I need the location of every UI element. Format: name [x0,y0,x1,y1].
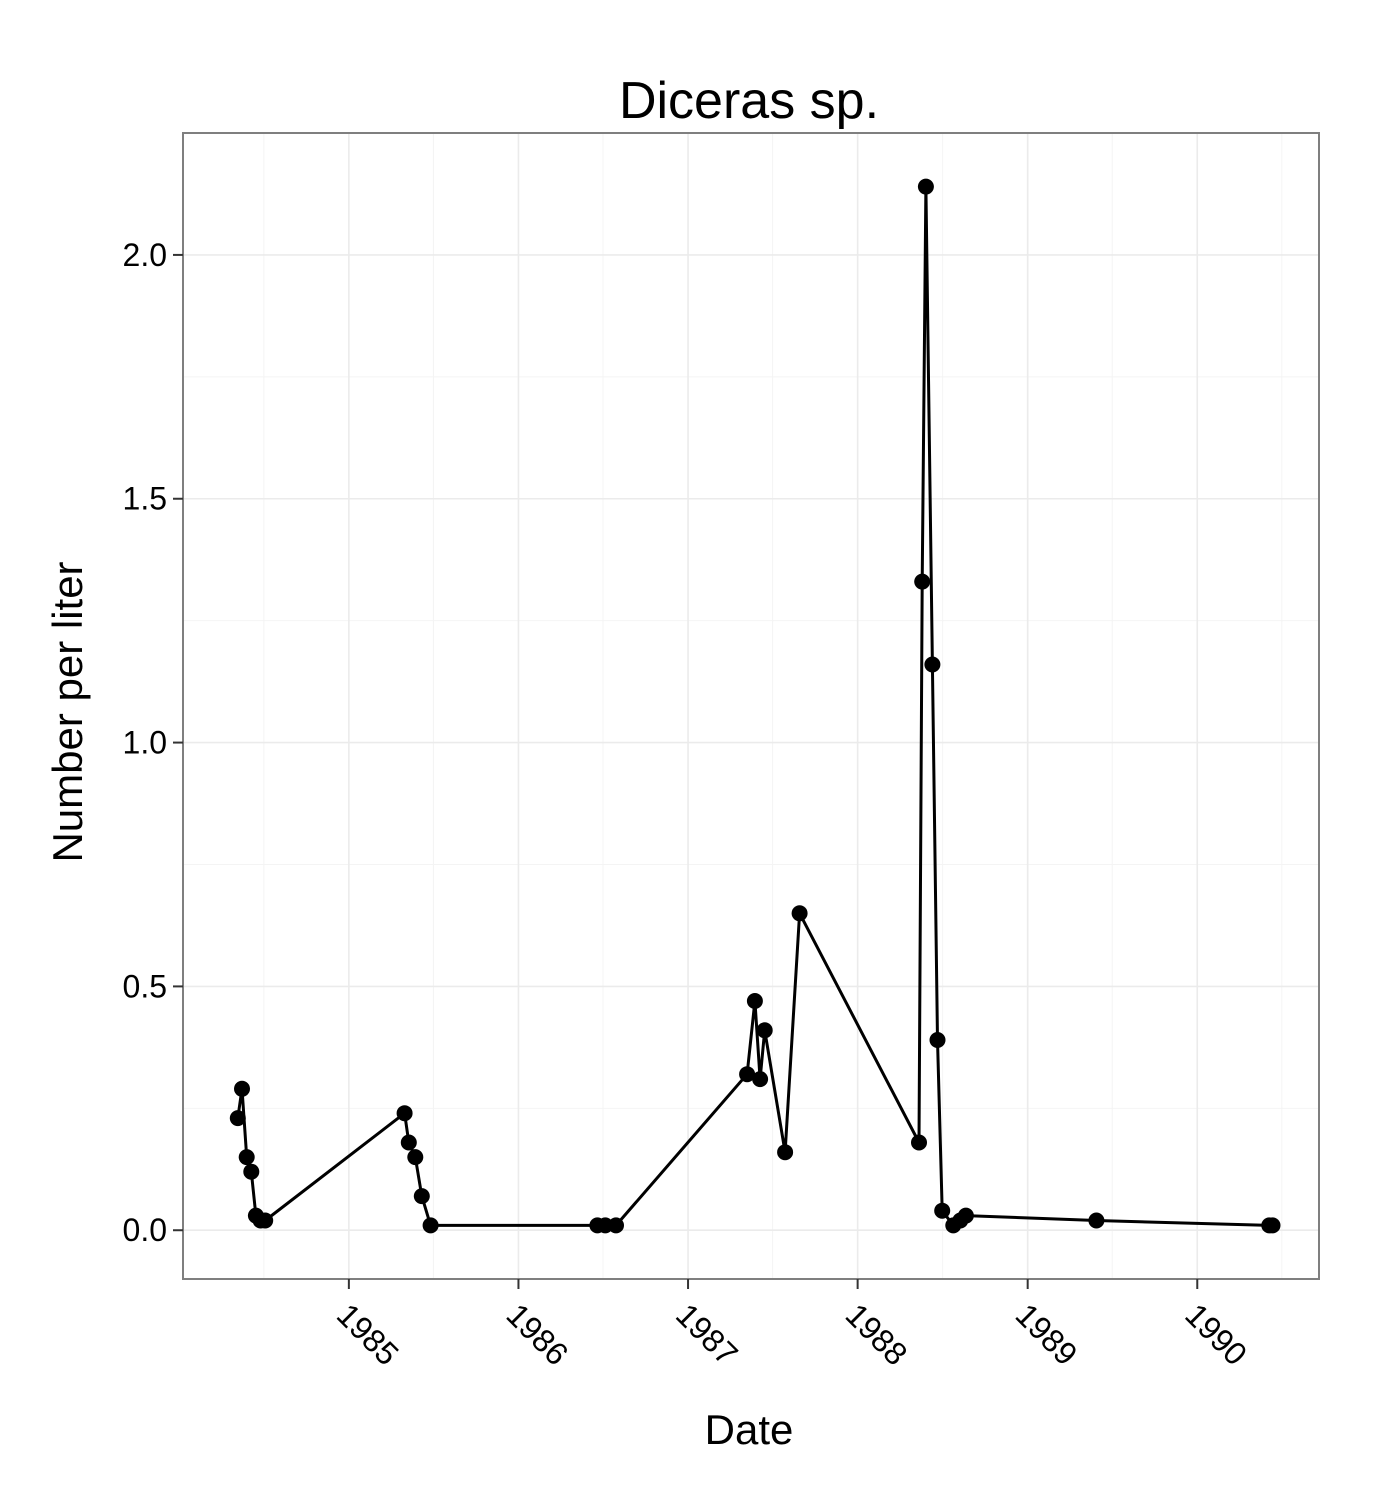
data-point [756,1022,773,1039]
data-point [746,993,763,1009]
data-point [229,1110,246,1127]
data-point [924,656,941,673]
data-point [413,1188,430,1205]
data-point [234,1080,250,1097]
y-tick-label: 0.0 [123,1212,167,1248]
data-point [929,1032,946,1048]
series-layer [229,178,1281,1234]
data-point [957,1207,974,1224]
data-point [238,1149,255,1166]
y-tick-label: 1.5 [123,481,167,517]
data-point [608,1217,624,1234]
data-point [1264,1217,1281,1234]
y-axis: 0.0 0.5 1.0 1.5 2.0 [123,237,183,1248]
chart-title: Diceras sp. [619,72,879,130]
y-tick-label: 0.5 [123,968,167,1004]
y-axis-title: Number per liter [44,561,91,862]
data-point [914,573,931,590]
data-point [791,905,808,922]
data-point [407,1149,424,1166]
data-point [243,1163,260,1180]
grid-major [183,133,1319,1279]
data-point [400,1134,417,1151]
data-point [396,1105,413,1122]
data-point [1088,1212,1105,1229]
y-tick-label: 1.0 [123,725,167,761]
plot-panel [182,132,1320,1280]
data-point [917,178,934,195]
x-axis-title: Date [705,1406,794,1453]
y-tick-label: 2.0 [123,237,167,273]
data-point [911,1134,927,1151]
data-point [422,1217,439,1234]
data-point [777,1144,794,1161]
data-point [934,1202,951,1219]
data-point [739,1066,756,1083]
data-point [752,1071,769,1088]
data-point [257,1212,274,1229]
